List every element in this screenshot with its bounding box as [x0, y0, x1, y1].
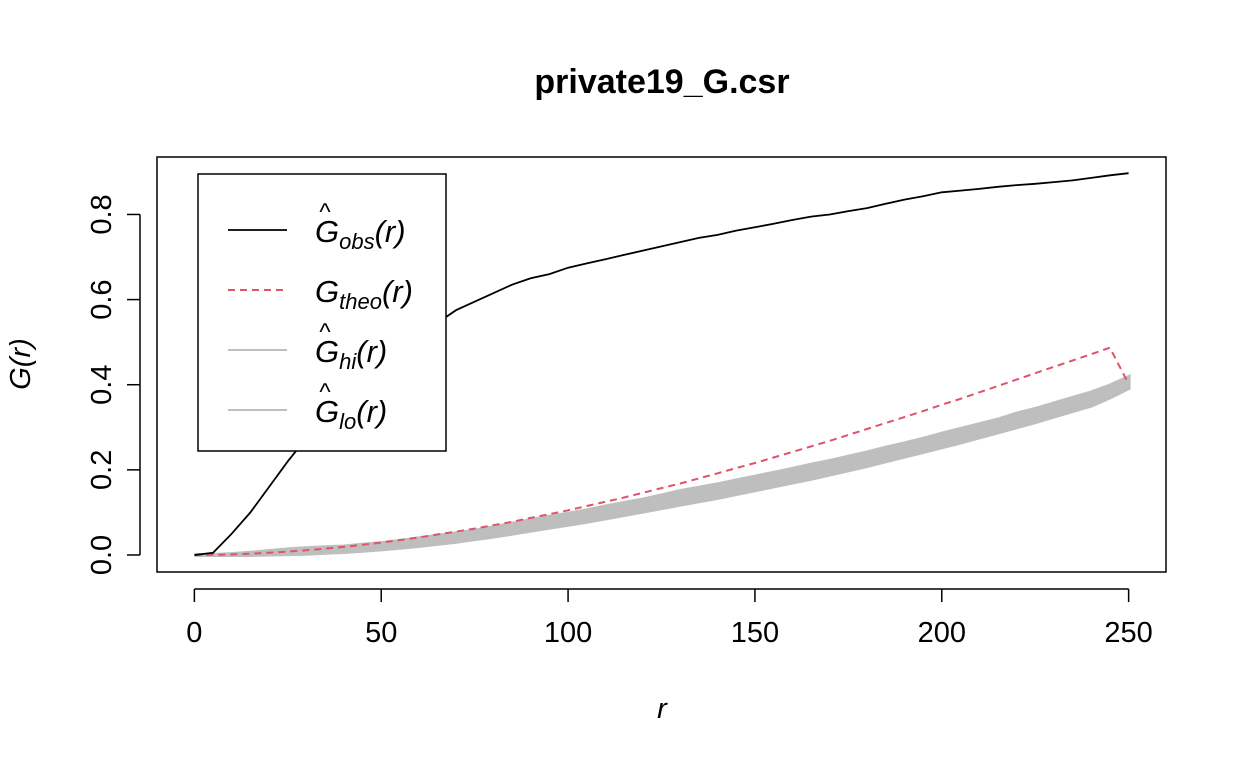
- legend-entry-obs: Gobs(r)^: [228, 199, 406, 254]
- chart-title: private19_G.csr: [534, 63, 789, 101]
- legend-label: Gobs(r): [315, 214, 406, 254]
- legend-box: [197, 173, 447, 452]
- x-tick-label: 250: [1104, 617, 1152, 649]
- y-axis-label: G(r): [5, 338, 37, 390]
- legend-label: Gtheo(r): [315, 274, 413, 314]
- legend-entries: Gobs(r)^Gtheo(r)Ghi(r)^Glo(r)^: [228, 199, 413, 434]
- series-line-lo: [194, 387, 1129, 556]
- legend-label: Ghi(r): [315, 334, 387, 374]
- plot-frame: [156, 156, 1167, 573]
- legend-hat-accent: ^: [319, 199, 331, 226]
- y-tick-label: 0.6: [86, 279, 118, 319]
- y-tick-label: 0.0: [86, 535, 118, 575]
- y-tick-label: 0.2: [86, 450, 118, 490]
- y-axis: 0.0 0.2 0.4 0.6 0.8: [86, 194, 141, 575]
- y-tick-label: 0.8: [86, 194, 118, 234]
- x-axis: 0 50 100 150 200 250: [186, 588, 1153, 649]
- x-tick-label: 100: [544, 617, 592, 649]
- legend-entry-hi: Ghi(r)^: [228, 319, 387, 374]
- x-tick-label: 200: [918, 617, 966, 649]
- legend: Gobs(r)^Gtheo(r)Ghi(r)^Glo(r)^: [197, 173, 447, 452]
- legend-hat-accent: ^: [319, 379, 331, 406]
- legend-hat-accent: ^: [319, 319, 331, 346]
- legend-label: Glo(r): [315, 394, 387, 434]
- x-tick-label: 150: [731, 617, 779, 649]
- x-axis-label: r: [657, 693, 668, 725]
- x-tick-label: 0: [186, 617, 202, 649]
- legend-entry-theo: Gtheo(r): [228, 274, 413, 314]
- legend-entry-lo: Glo(r)^: [228, 379, 387, 434]
- x-tick-label: 50: [365, 617, 397, 649]
- y-tick-label: 0.4: [86, 365, 118, 405]
- series-line-theo: [194, 346, 1130, 556]
